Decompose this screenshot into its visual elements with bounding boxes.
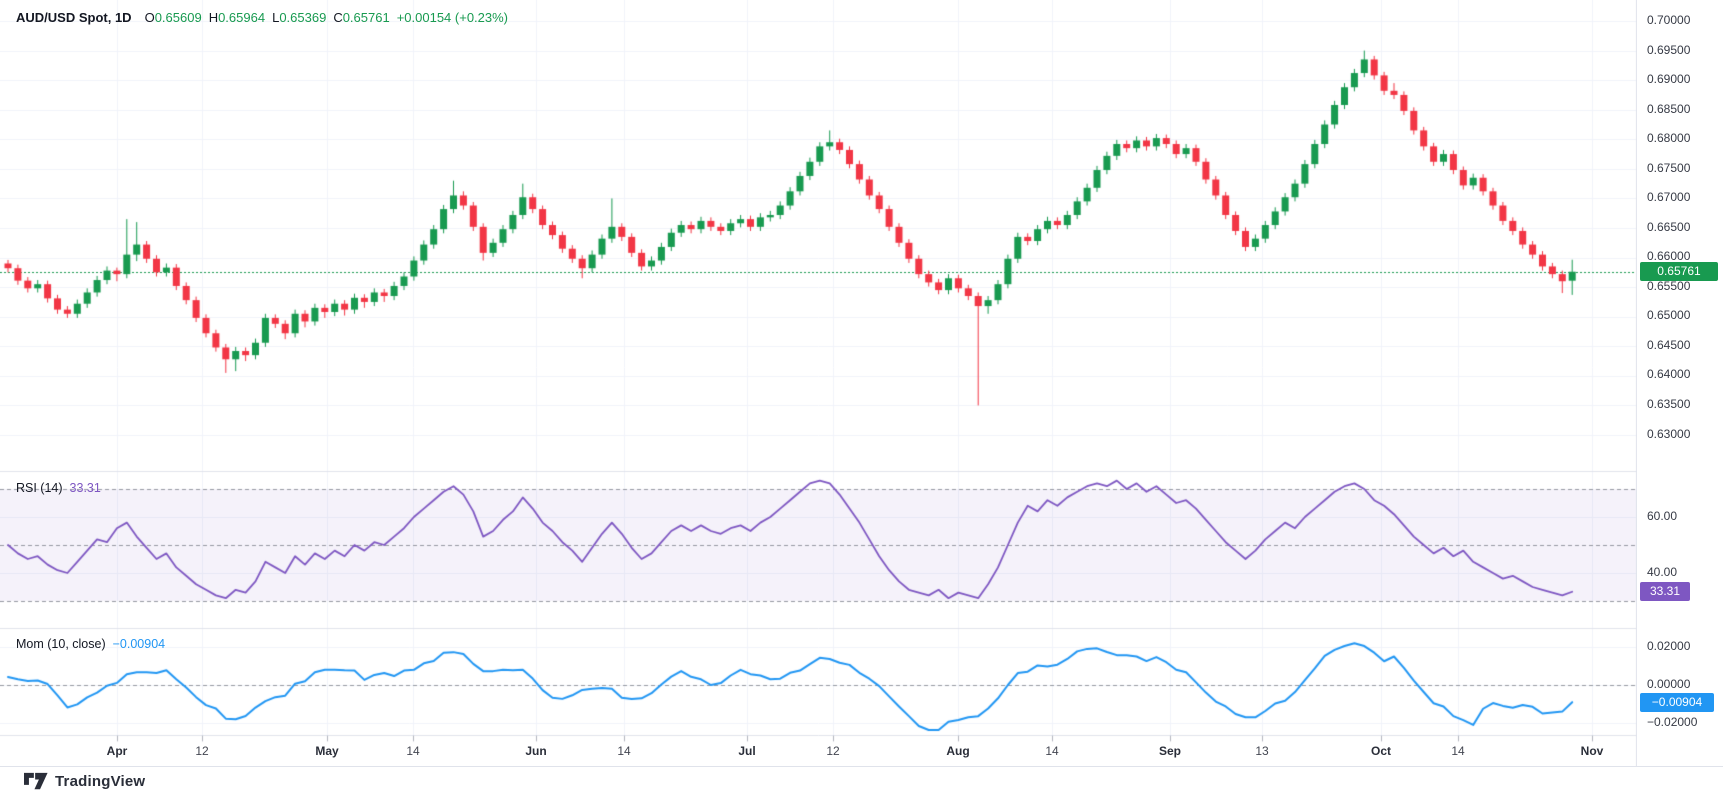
- time-tick-14b[interactable]: 14: [617, 744, 631, 758]
- time-tick-14d[interactable]: 14: [1451, 744, 1465, 758]
- symbol-title[interactable]: AUD/USD Spot, 1D: [16, 10, 132, 25]
- momentum-tick[interactable]: 0.00000: [1647, 677, 1691, 691]
- price-tick[interactable]: 0.65500: [1647, 279, 1691, 293]
- price-tick[interactable]: 0.64000: [1647, 367, 1691, 381]
- time-tick-14[interactable]: 14: [406, 744, 420, 758]
- change-value: +0.00154 (+0.23%): [396, 10, 509, 25]
- price-tick[interactable]: 0.68500: [1647, 102, 1691, 116]
- low-value: 0.65369: [279, 10, 327, 25]
- tradingview-logo-icon: [24, 772, 48, 790]
- price-tick[interactable]: 0.69500: [1647, 43, 1691, 57]
- time-tick-12b[interactable]: 12: [826, 744, 840, 758]
- open-value: 0.65609: [154, 10, 202, 25]
- price-tick[interactable]: 0.63000: [1647, 427, 1691, 441]
- rsi-value-badge: 33.31: [1640, 582, 1690, 601]
- rsi-indicator-label[interactable]: RSI (14): [16, 481, 63, 495]
- time-tick-13[interactable]: 13: [1255, 744, 1269, 758]
- rsi-legend: RSI (14) 33.31: [16, 481, 101, 495]
- price-tick[interactable]: 0.69000: [1647, 72, 1691, 86]
- tradingview-logo[interactable]: TradingView: [24, 772, 145, 791]
- tradingview-logo-text: TradingView: [55, 773, 146, 790]
- time-tick-apr[interactable]: Apr: [106, 744, 128, 758]
- rsi-indicator-value: 33.31: [69, 481, 101, 495]
- price-tick[interactable]: 0.63500: [1647, 397, 1691, 411]
- price-tick[interactable]: 0.68000: [1647, 131, 1691, 145]
- price-tick[interactable]: 0.66500: [1647, 220, 1691, 234]
- price-tick[interactable]: 0.66000: [1647, 249, 1691, 263]
- time-tick-aug[interactable]: Aug: [946, 744, 970, 758]
- price-tick[interactable]: 0.64500: [1647, 338, 1691, 352]
- time-tick-14c[interactable]: 14: [1045, 744, 1059, 758]
- time-tick-nov[interactable]: Nov: [1580, 744, 1604, 758]
- momentum-indicator-value: −0.00904: [112, 637, 166, 651]
- high-value: 0.65964: [218, 10, 266, 25]
- main-legend: AUD/USD Spot, 1D O0.65609 H0.65964 L0.65…: [16, 10, 508, 25]
- time-tick-12[interactable]: 12: [195, 744, 209, 758]
- momentum-tick[interactable]: −0.02000: [1647, 715, 1698, 729]
- time-tick-jul[interactable]: Jul: [738, 744, 756, 758]
- time-tick-may[interactable]: May: [315, 744, 339, 758]
- momentum-tick[interactable]: 0.02000: [1647, 639, 1691, 653]
- chart-plot-area[interactable]: [0, 0, 1637, 766]
- price-tick[interactable]: 0.65000: [1647, 308, 1691, 322]
- time-tick-sep[interactable]: Sep: [1158, 744, 1182, 758]
- time-tick-jun[interactable]: Jun: [525, 744, 547, 758]
- price-tick[interactable]: 0.67500: [1647, 161, 1691, 175]
- time-tick-oct[interactable]: Oct: [1370, 744, 1392, 758]
- close-value: 0.65761: [342, 10, 390, 25]
- high-label: H: [208, 10, 219, 25]
- momentum-legend: Mom (10, close) −0.00904: [16, 637, 165, 651]
- close-label: C: [333, 10, 343, 25]
- last-price-badge: 0.65761: [1640, 262, 1718, 281]
- rsi-tick[interactable]: 40.00: [1647, 565, 1678, 579]
- low-label: L: [272, 10, 280, 25]
- price-tick[interactable]: 0.70000: [1647, 13, 1691, 27]
- momentum-value-badge: −0.00904: [1640, 693, 1714, 712]
- momentum-indicator-label[interactable]: Mom (10, close): [16, 637, 106, 651]
- rsi-tick[interactable]: 60.00: [1647, 509, 1678, 523]
- price-tick[interactable]: 0.67000: [1647, 190, 1691, 204]
- chart-bottom-border: [0, 766, 1723, 767]
- open-label: O: [144, 10, 155, 25]
